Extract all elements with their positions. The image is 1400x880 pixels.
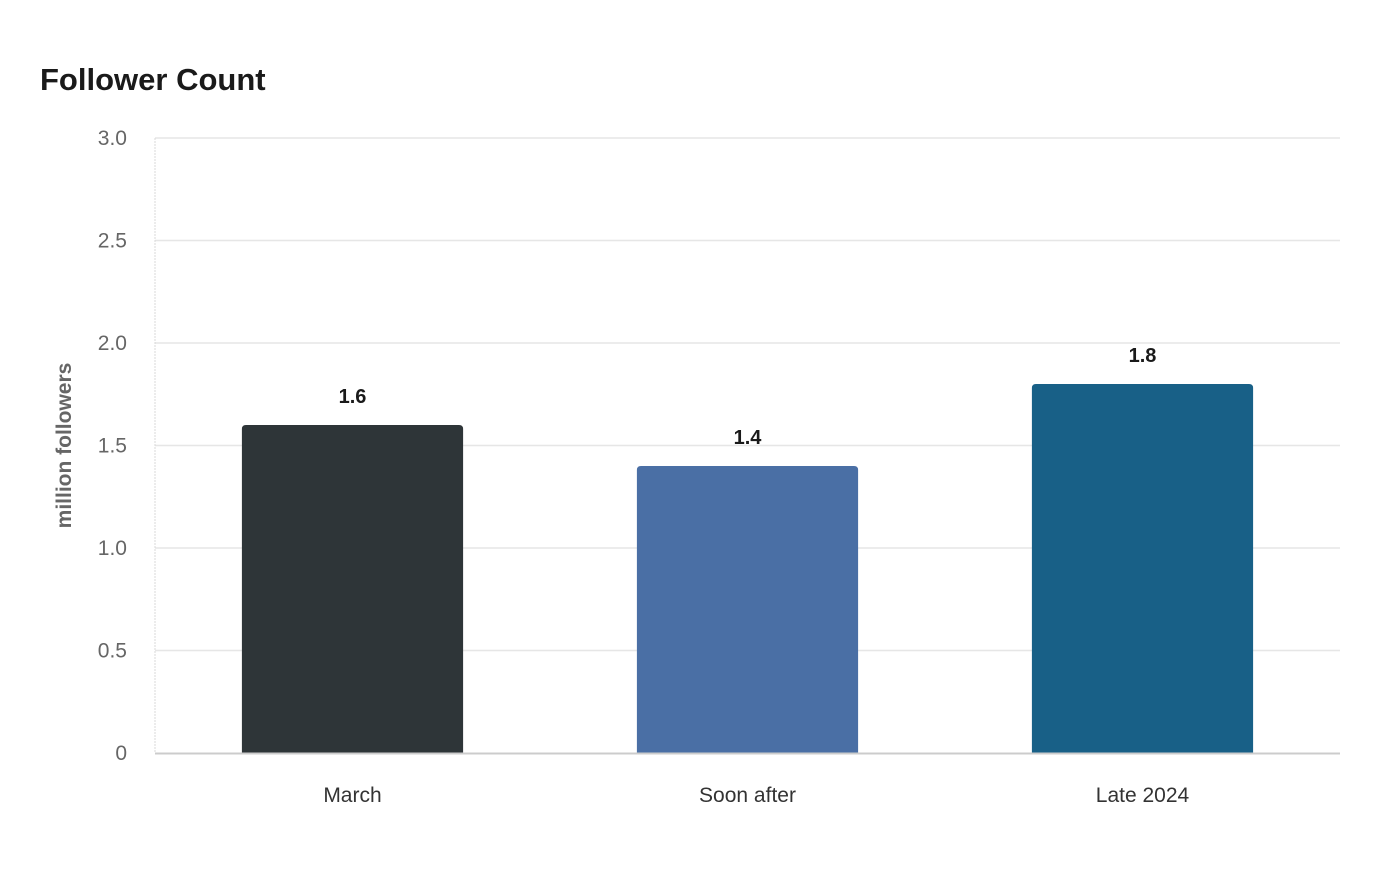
bar-value-label: 1.4 (734, 427, 763, 449)
y-tick-labels: 0 0.5 1.0 1.5 2.0 2.5 3.0 (98, 127, 127, 765)
y-tick-label: 0.5 (98, 640, 127, 663)
x-category-label: March (323, 784, 381, 807)
x-category-label: Late 2024 (1096, 784, 1190, 807)
bar-value-label: 1.8 (1129, 345, 1157, 367)
x-category-labels: March Soon after Late 2024 (323, 784, 1189, 807)
y-tick-label: 1.5 (98, 435, 127, 458)
bar-value-label: 1.6 (339, 386, 367, 408)
bars (241, 384, 1254, 753)
bar-late-2024 (1031, 384, 1254, 753)
y-tick-label: 3.0 (98, 127, 127, 150)
y-tick-label: 1.0 (98, 537, 127, 560)
y-axis-label: million followers (53, 363, 76, 529)
y-tick-label: 2.0 (98, 332, 127, 355)
chart-title: Follower Count (40, 62, 266, 97)
value-labels: 1.6 1.4 1.8 (339, 345, 1157, 449)
y-tick-label: 0 (115, 742, 127, 765)
x-category-label: Soon after (699, 784, 796, 807)
bar-soon-after (636, 466, 859, 753)
bar-march (241, 425, 464, 753)
y-tick-label: 2.5 (98, 230, 127, 253)
